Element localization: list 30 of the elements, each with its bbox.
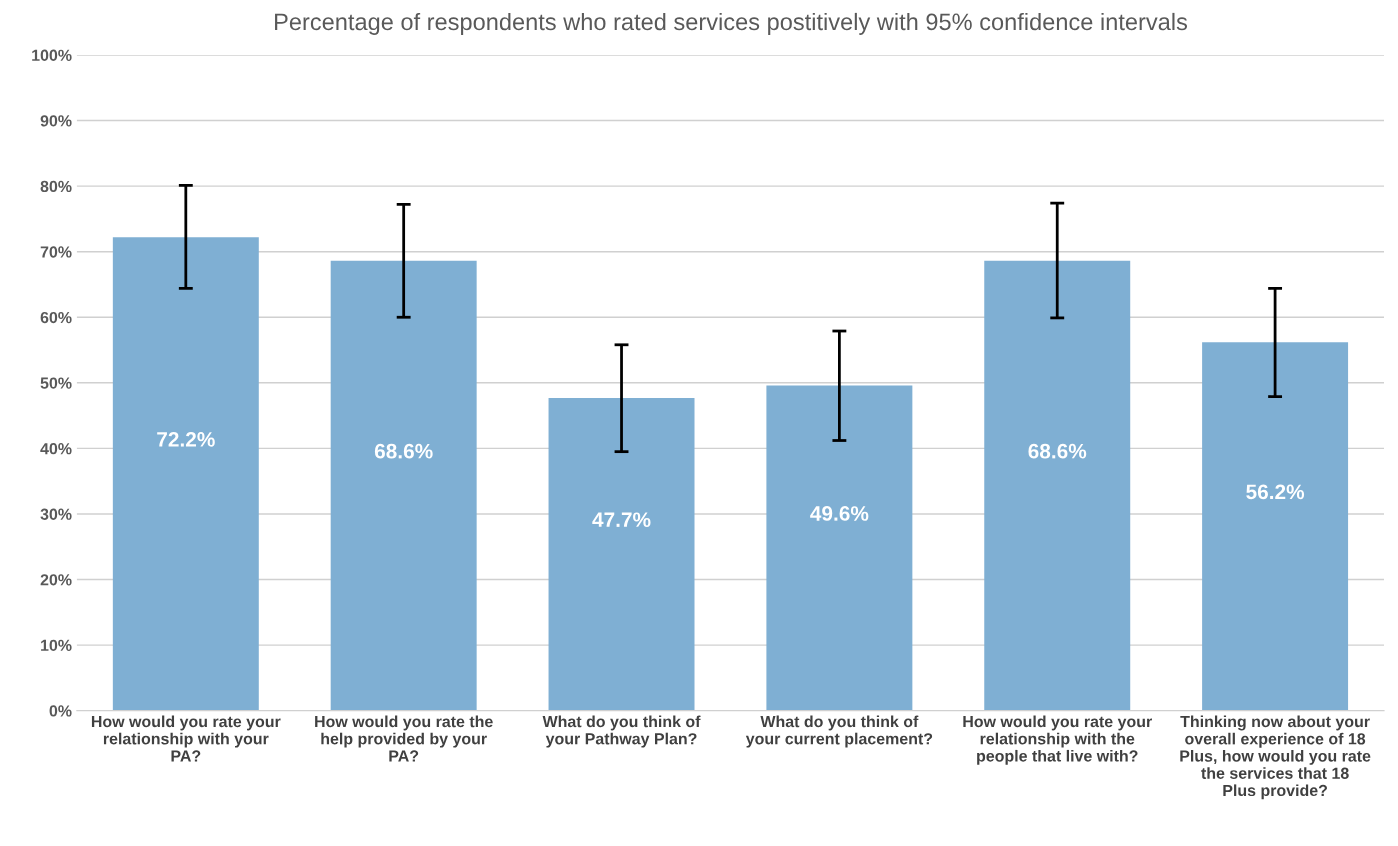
bar [548, 397, 695, 711]
y-tick-label: 30% [40, 508, 72, 520]
x-tick-label: Thinking now about your overall experience of 18 Plus, how would you rate the services that 18 Plus provide? [1180, 715, 1371, 800]
y-tick-label: 50% [40, 377, 72, 389]
y-tick-label: 0% [49, 705, 72, 717]
x-tick-label: What do you think of your Pathway Plan? [542, 715, 701, 748]
y-tick-label: 100% [32, 49, 72, 61]
y-tick-label: 40% [40, 443, 72, 455]
bar [766, 385, 913, 711]
bar [330, 260, 477, 711]
bar [984, 260, 1131, 711]
data-label: 47.7% [592, 512, 651, 528]
data-label: 68.6% [1028, 443, 1087, 459]
x-tick-label: How would you rate your relationship with your PA? [91, 715, 281, 762]
x-tick-label: How would you rate your relationship with the people that live with? [963, 715, 1152, 765]
bar [112, 237, 259, 711]
data-label: 72.2% [157, 432, 215, 447]
data-label: 68.6% [374, 443, 433, 459]
y-tick-label: 60% [40, 311, 72, 324]
x-tick-label: How would you rate the help provided by your PA? [315, 715, 493, 762]
y-tick-label: 80% [40, 180, 72, 193]
y-tick-label: 20% [40, 574, 72, 586]
chart-title: Percentage of respondents who rated services postitively with 95% confidence intervals [275, 12, 1188, 35]
y-tick-label: 90% [40, 115, 72, 127]
data-label: 56.2% [1246, 484, 1305, 500]
y-tick-label: 70% [40, 246, 72, 258]
bar [1202, 342, 1349, 711]
data-label: 49.6% [810, 506, 869, 521]
x-tick-label: What do you think of your current placement? [745, 715, 933, 748]
y-tick-label: 10% [41, 639, 72, 652]
